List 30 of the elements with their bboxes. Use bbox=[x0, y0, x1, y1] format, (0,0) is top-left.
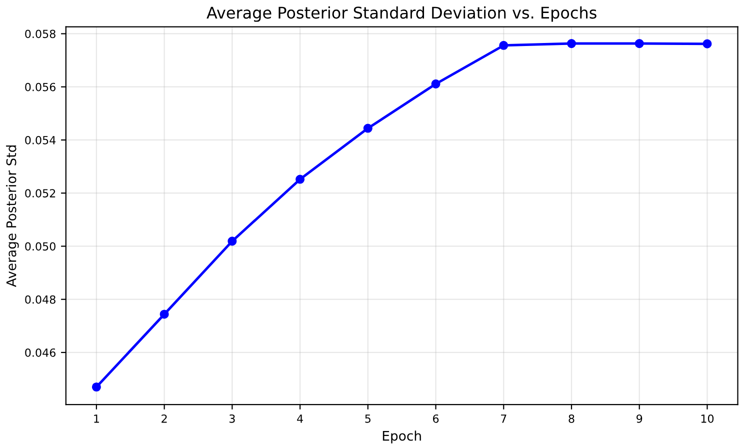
x-tick-label: 2 bbox=[162, 414, 167, 423]
point bbox=[499, 40, 508, 50]
y-tick-label: 0.046 bbox=[25, 348, 56, 357]
point bbox=[431, 79, 440, 88]
point bbox=[92, 382, 101, 392]
x-tick-label: 5 bbox=[365, 414, 370, 423]
x-tick-label: 1 bbox=[94, 414, 99, 423]
point bbox=[160, 310, 169, 319]
point bbox=[566, 39, 576, 48]
point bbox=[363, 124, 372, 133]
point bbox=[702, 39, 712, 48]
chart-title: Average Posterior Standard Deviation vs. Epochs bbox=[206, 6, 596, 22]
x-tick-label: 8 bbox=[568, 414, 574, 423]
x-tick-label: 9 bbox=[636, 414, 642, 423]
point bbox=[634, 39, 644, 48]
x-axis-title: Epoch bbox=[382, 430, 421, 444]
y-tick-label: 0.048 bbox=[25, 295, 56, 304]
y-tick-label: 0.058 bbox=[25, 30, 56, 38]
x-tick-label: 3 bbox=[229, 414, 235, 423]
point bbox=[296, 174, 305, 184]
x-tick-label: 7 bbox=[501, 414, 506, 423]
point bbox=[228, 236, 237, 246]
x-tick-label: 10 bbox=[701, 414, 714, 423]
x-tick-label: 4 bbox=[297, 414, 303, 423]
x-tick-label: 6 bbox=[433, 414, 439, 423]
y-axis-title: Average Posterior Std bbox=[6, 145, 19, 287]
y-tick-label: 0.052 bbox=[25, 189, 56, 198]
y-tick-label: 0.056 bbox=[25, 82, 56, 92]
y-tick-label: 0.054 bbox=[25, 136, 56, 144]
y-tick-label: 0.050 bbox=[25, 242, 56, 251]
